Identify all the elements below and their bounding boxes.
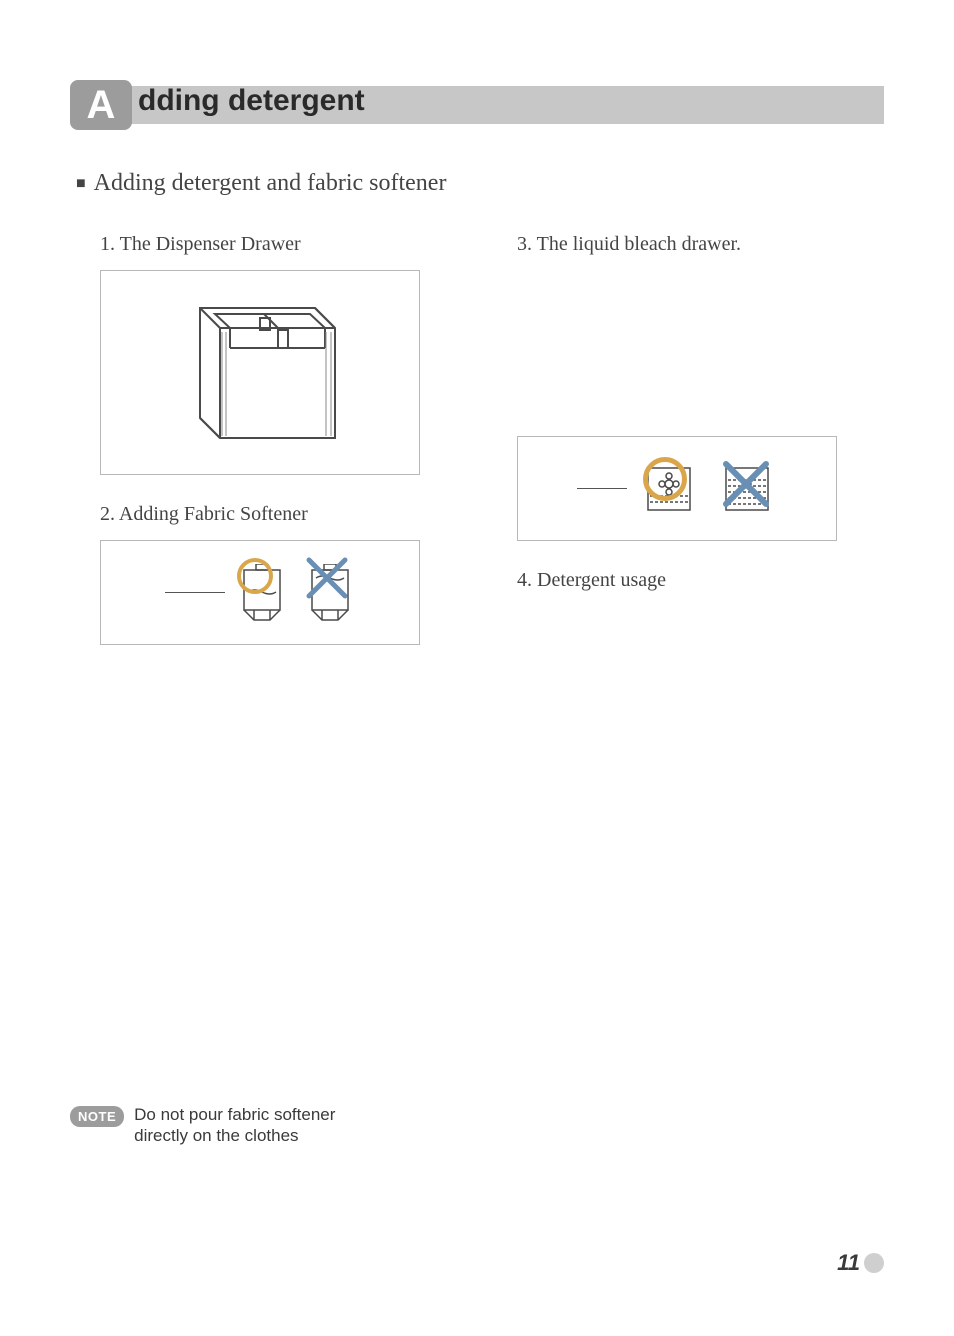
note-badge: NOTE: [70, 1106, 124, 1127]
drop-cap-box: A: [70, 80, 132, 130]
item-2-label: 2. Adding Fabric Softener: [100, 503, 467, 526]
ng-cross-icon: [721, 459, 765, 503]
section-heading: Adding detergent and fabric softener: [76, 170, 884, 197]
page-title-bar: A dding detergent: [70, 80, 884, 130]
note-line1: Do not pour fabric softener: [134, 1105, 335, 1124]
note-block: NOTE Do not pour fabric softener directl…: [70, 1104, 470, 1147]
right-column: 3. The liquid bleach drawer.: [517, 233, 884, 673]
page-number-dot-icon: [864, 1253, 884, 1273]
pointer-line: [165, 592, 225, 593]
ok-circle-icon: [643, 457, 687, 501]
dispenser-drawer-icon: [160, 288, 360, 458]
note-text: Do not pour fabric softener directly on …: [134, 1104, 335, 1147]
bleach-ok-slot: [639, 459, 699, 519]
page-number-wrap: 11: [837, 1250, 884, 1276]
content-columns: 1. The Dispenser Drawer: [100, 233, 884, 673]
item-3-label: 3. The liquid bleach drawer.: [517, 233, 884, 256]
page: A dding detergent Adding detergent and f…: [0, 0, 954, 1336]
item-4-label: 4. Detergent usage: [517, 569, 884, 592]
pointer-line: [577, 488, 627, 489]
figure-fabric-softener: [100, 540, 420, 645]
ng-cross-icon: [305, 556, 349, 600]
title-text: dding detergent: [138, 84, 365, 118]
softener-ok-slot: [237, 558, 287, 628]
ok-circle-icon: [237, 558, 273, 594]
page-number: 11: [837, 1250, 860, 1276]
bleach-ng-slot: [717, 459, 777, 519]
item-1-label: 1. The Dispenser Drawer: [100, 233, 467, 256]
drop-cap-letter: A: [87, 85, 116, 125]
figure-liquid-bleach: [517, 436, 837, 541]
softener-ng-slot: [305, 558, 355, 628]
note-line2: directly on the clothes: [134, 1126, 298, 1145]
figure-dispenser-drawer: [100, 270, 420, 475]
left-column: 1. The Dispenser Drawer: [100, 233, 467, 673]
